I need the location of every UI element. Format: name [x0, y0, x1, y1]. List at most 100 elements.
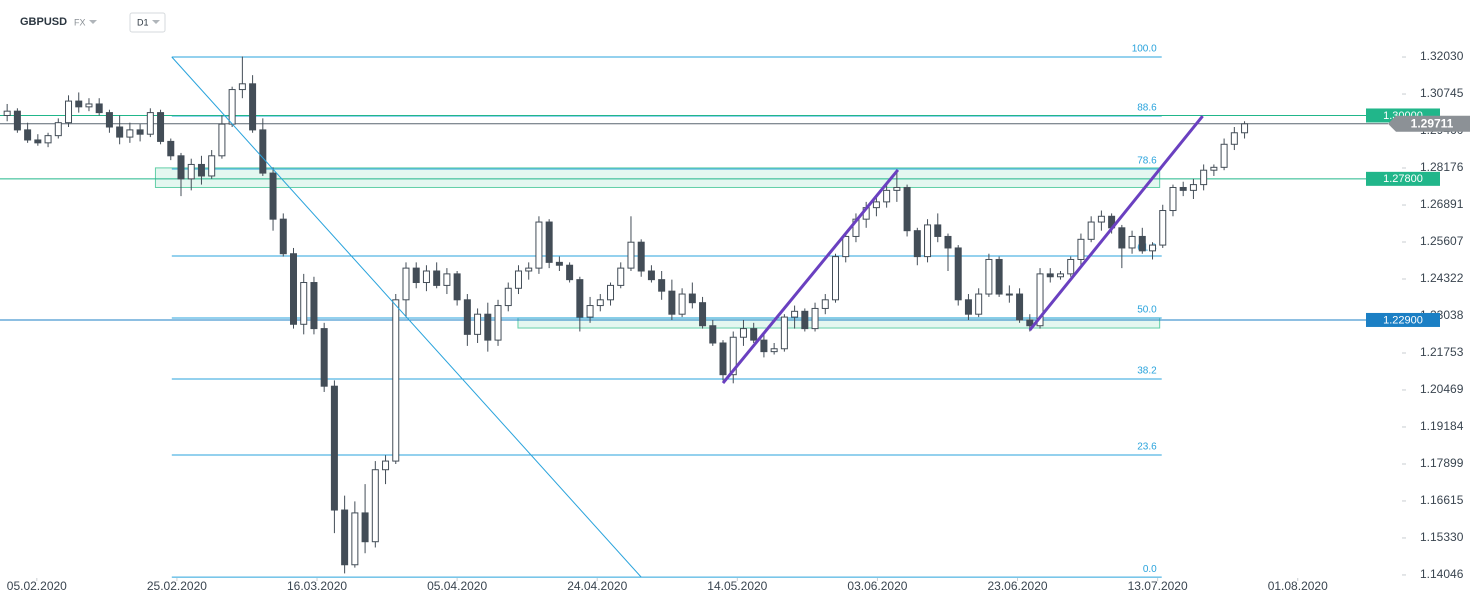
candle-up — [739, 328, 747, 338]
candle-down — [320, 328, 328, 387]
candle-down — [412, 267, 420, 284]
fib-label: 78.6 — [1137, 156, 1157, 167]
candle-up — [514, 270, 522, 289]
x-tick-label: 16.03.2020 — [287, 579, 347, 593]
candle-down — [167, 140, 175, 157]
candle-down — [750, 328, 758, 341]
fib-label: 100.0 — [1132, 44, 1157, 55]
trendline — [721, 168, 900, 384]
candle-down — [259, 129, 267, 174]
candle-up — [494, 305, 502, 341]
level-tag — [1366, 312, 1440, 327]
candle-down — [964, 299, 972, 315]
candle-down — [105, 112, 113, 128]
zone — [154, 167, 1161, 188]
candle-up — [474, 313, 482, 335]
candle-down — [249, 83, 257, 131]
y-tick-label: 1.19184 — [1420, 419, 1464, 433]
candle-up — [1210, 166, 1218, 171]
last-price-tag — [1388, 115, 1470, 132]
candle-up — [218, 123, 226, 157]
x-tick-label: 01.08.2020 — [1268, 579, 1328, 593]
candle-up — [586, 305, 594, 318]
candle-down — [310, 282, 318, 330]
candle-down — [453, 273, 461, 301]
candle-up — [187, 163, 195, 180]
candle-down — [637, 241, 645, 272]
y-tick-label: 1.17899 — [1420, 456, 1464, 470]
candle-up — [1056, 273, 1064, 278]
symbol: GBPUSD — [20, 16, 67, 28]
candle-down — [361, 512, 369, 543]
header: GBPUSD FX D1 — [20, 12, 166, 33]
candle-down — [269, 172, 277, 220]
candle-up — [3, 110, 11, 116]
candle-up — [1220, 143, 1228, 168]
candle-down — [1138, 235, 1146, 252]
timeframe-box[interactable] — [129, 12, 166, 33]
fib-label: 88.6 — [1137, 103, 1157, 114]
candle-up — [351, 512, 359, 566]
fib-label: 38.2 — [1137, 366, 1157, 377]
candle-down — [555, 261, 563, 266]
candle-down — [647, 270, 655, 281]
candle-down — [576, 279, 584, 318]
candle-down — [1026, 319, 1034, 327]
candle-down — [177, 155, 185, 180]
candle-down — [24, 129, 32, 141]
candle-down — [954, 247, 962, 301]
candle-down — [279, 218, 287, 255]
candle-up — [228, 89, 236, 125]
candle-down — [1118, 227, 1126, 249]
candle-up — [1149, 244, 1157, 252]
y-tick-label: 1.25607 — [1420, 234, 1464, 248]
y-tick-label: 1.20469 — [1420, 382, 1464, 396]
candle-down — [116, 126, 124, 138]
candle-down — [903, 186, 911, 232]
market: FX — [74, 17, 86, 27]
candle-up — [985, 258, 993, 295]
candle-up — [627, 241, 635, 269]
candle-down — [688, 293, 696, 304]
candle-up — [617, 267, 625, 286]
candle-down — [709, 325, 717, 344]
fib-label: 50.0 — [1137, 305, 1157, 316]
timeframe-dropdown[interactable] — [152, 20, 160, 24]
candle-up — [535, 221, 543, 269]
candle-up — [791, 310, 799, 318]
candle-down — [289, 253, 297, 325]
market-dropdown[interactable] — [89, 20, 97, 24]
x-tick-label: 14.05.2020 — [707, 579, 767, 593]
y-tick-label: 1.24322 — [1420, 271, 1464, 285]
candle-down — [13, 110, 21, 131]
x-tick-label: 03.06.2020 — [847, 579, 907, 593]
candle-up — [65, 100, 73, 124]
candle-up — [1005, 293, 1013, 296]
candle-down — [944, 235, 952, 249]
candle-up — [1087, 221, 1095, 240]
candle-up — [54, 122, 62, 137]
candle-up — [770, 348, 778, 353]
candle-up — [300, 282, 308, 325]
candle-down — [157, 112, 165, 142]
zone — [517, 317, 1161, 329]
candle-down — [913, 230, 921, 258]
x-tick-label: 05.02.2020 — [7, 579, 67, 593]
candle-up — [371, 469, 379, 543]
candle-down — [1179, 186, 1187, 191]
candle-down — [658, 279, 666, 292]
candle-down — [484, 313, 492, 341]
candle-down — [699, 302, 707, 327]
level-tag-label: 1.22900 — [1383, 314, 1423, 326]
fib-label: 61.8 — [1137, 243, 1157, 254]
candle-up — [525, 267, 533, 272]
fib-label: 23.6 — [1137, 442, 1157, 453]
candle-up — [924, 224, 932, 258]
candle-down — [995, 258, 1003, 295]
candle-down — [1016, 293, 1024, 321]
candle-up — [893, 186, 901, 191]
x-tick-label: 24.04.2020 — [567, 579, 627, 593]
level-tag — [1366, 171, 1440, 186]
